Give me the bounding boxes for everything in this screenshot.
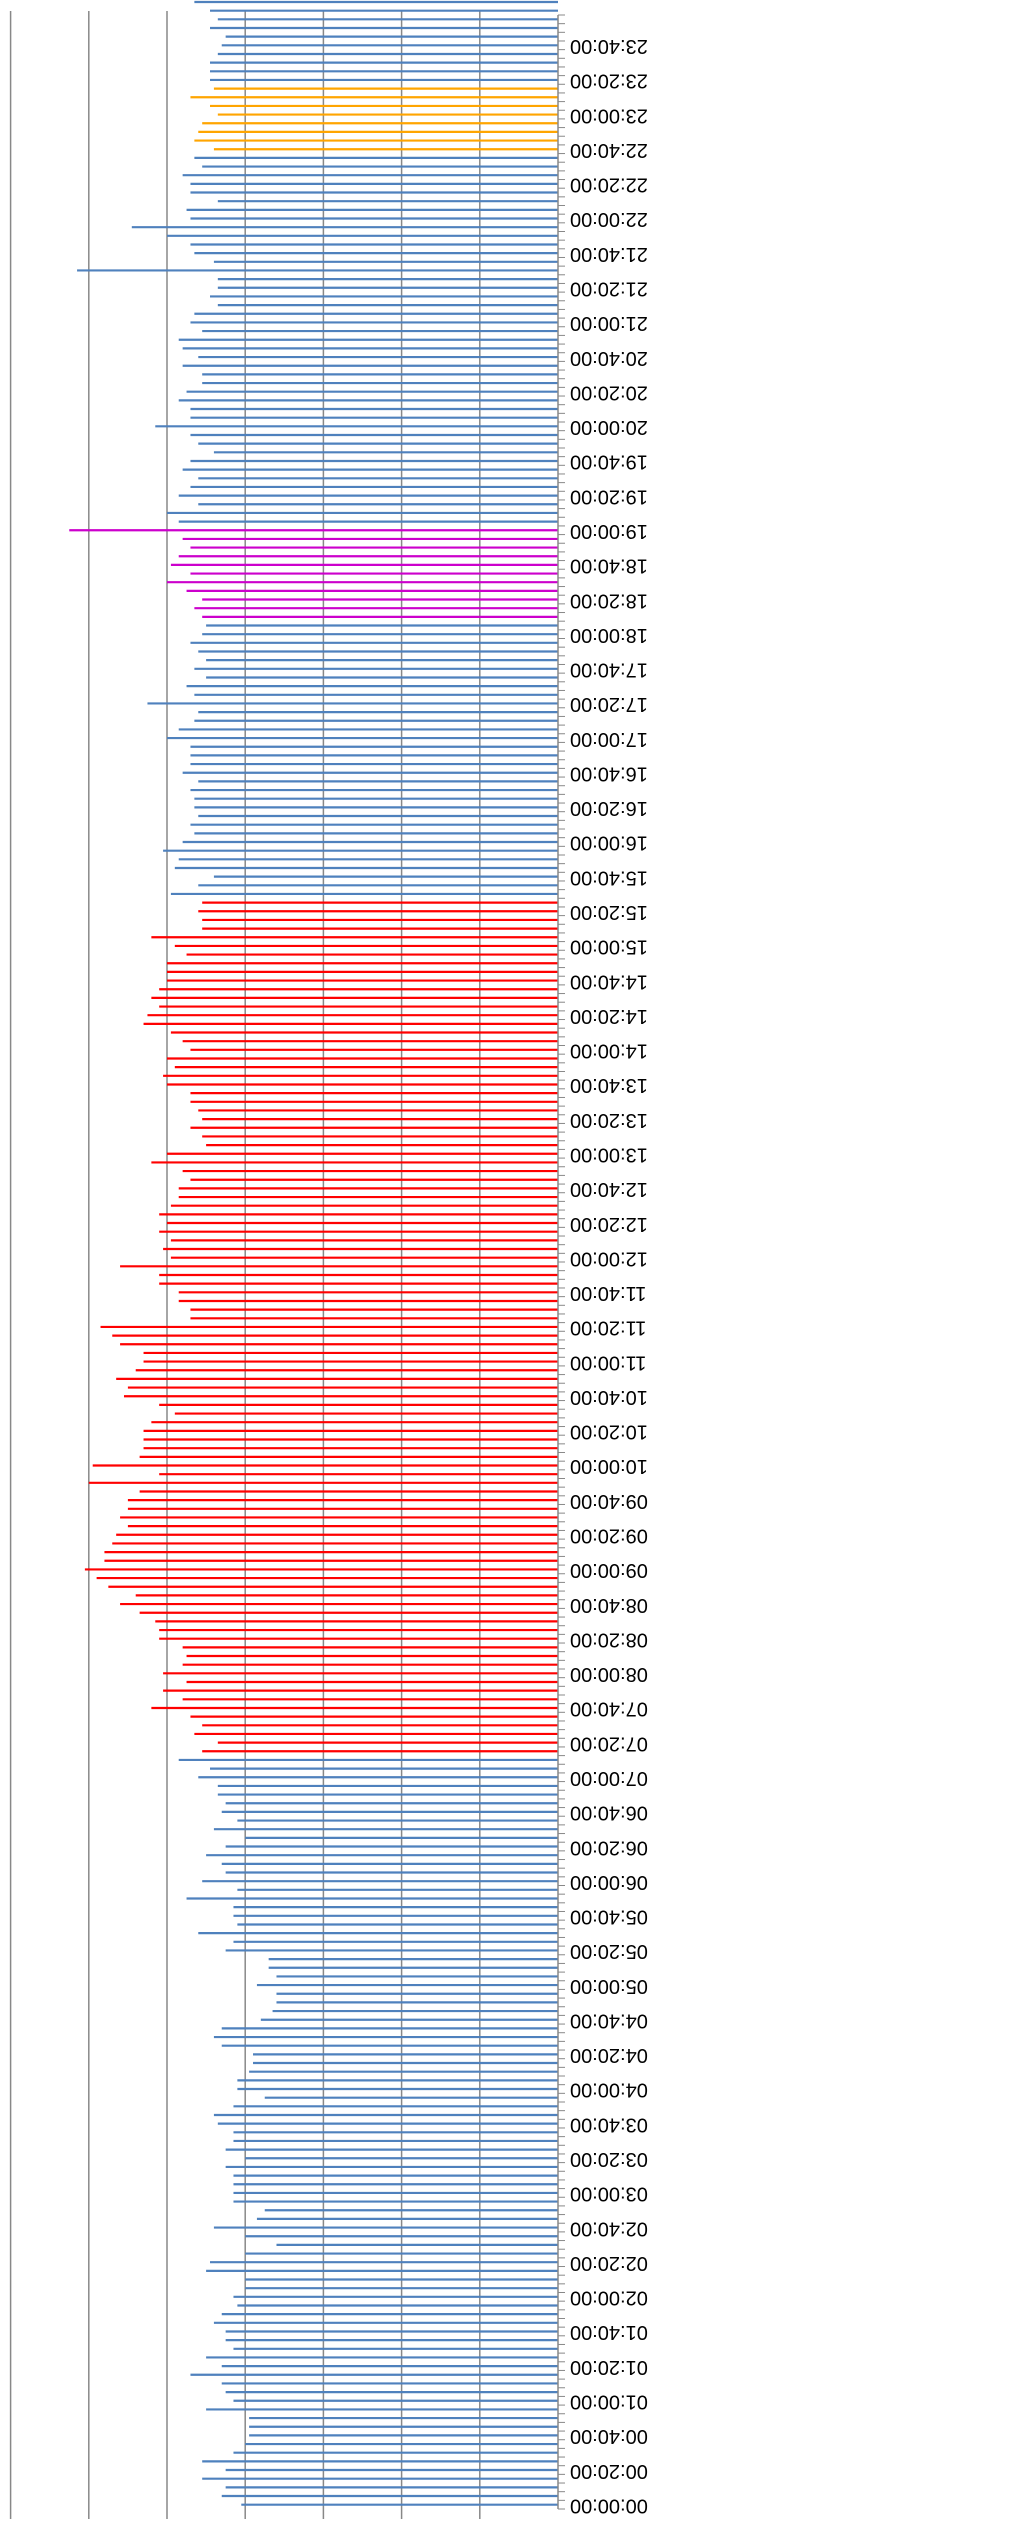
- category-label-19:40:00: 19:40:00: [570, 451, 648, 473]
- category-label-18:00:00: 18:00:00: [570, 624, 648, 646]
- category-label-10:00:00: 10:00:00: [570, 1455, 648, 1477]
- gridlines: [9, 11, 481, 2519]
- category-label-13:00:00: 13:00:00: [570, 1143, 648, 1165]
- category-label-15:20:00: 15:20:00: [570, 901, 648, 923]
- category-label-06:20:00: 06:20:00: [570, 1836, 648, 1858]
- category-label-00:20:00: 00:20:00: [570, 2460, 648, 2482]
- category-label-06:40:00: 06:40:00: [570, 1802, 648, 1824]
- category-axis: [557, 14, 565, 2510]
- category-label-20:00:00: 20:00:00: [570, 416, 648, 438]
- category-label-10:20:00: 10:20:00: [570, 1421, 648, 1443]
- category-label-15:40:00: 15:40:00: [570, 866, 648, 888]
- category-label-13:20:00: 13:20:00: [570, 1109, 648, 1131]
- bars: [69, 0, 558, 2506]
- category-label-09:20:00: 09:20:00: [570, 1525, 648, 1547]
- category-label-05:40:00: 05:40:00: [570, 1906, 648, 1928]
- category-label-04:00:00: 04:00:00: [570, 2079, 648, 2101]
- category-label-04:20:00: 04:20:00: [570, 2044, 648, 2066]
- category-label-11:40:00: 11:40:00: [570, 1282, 646, 1304]
- category-label-21:00:00: 21:00:00: [570, 312, 648, 334]
- category-label-02:20:00: 02:20:00: [570, 2252, 648, 2274]
- category-label-22:20:00: 22:20:00: [570, 174, 648, 196]
- category-label-20:20:00: 20:20:00: [570, 381, 648, 403]
- category-label-14:40:00: 14:40:00: [570, 970, 648, 992]
- category-label-09:00:00: 09:00:00: [570, 1559, 648, 1581]
- category-label-01:00:00: 01:00:00: [570, 2390, 648, 2412]
- category-label-12:40:00: 12:40:00: [570, 1178, 648, 1200]
- category-label-05:00:00: 05:00:00: [570, 1975, 648, 1997]
- category-label-23:40:00: 23:40:00: [570, 35, 648, 57]
- category-label-04:40:00: 04:40:00: [570, 2009, 648, 2031]
- category-label-21:40:00: 21:40:00: [570, 243, 648, 265]
- category-label-17:40:00: 17:40:00: [570, 659, 648, 681]
- category-label-05:20:00: 05:20:00: [570, 1940, 648, 1962]
- category-label-02:40:00: 02:40:00: [570, 2217, 648, 2239]
- category-label-16:20:00: 16:20:00: [570, 797, 648, 819]
- category-label-03:00:00: 03:00:00: [570, 2183, 648, 2205]
- category-label-07:40:00: 07:40:00: [570, 1698, 648, 1720]
- category-label-11:00:00: 11:00:00: [570, 1351, 646, 1373]
- category-label-00:40:00: 00:40:00: [570, 2425, 648, 2447]
- category-label-13:40:00: 13:40:00: [570, 1074, 648, 1096]
- category-label-06:00:00: 06:00:00: [570, 1871, 648, 1893]
- category-label-03:40:00: 03:40:00: [570, 2113, 648, 2135]
- category-label-08:40:00: 08:40:00: [570, 1594, 648, 1616]
- category-label-01:20:00: 01:20:00: [570, 2356, 648, 2378]
- category-label-14:20:00: 14:20:00: [570, 1005, 648, 1027]
- category-label-00:00:00: 00:00:00: [570, 2494, 648, 2516]
- category-tick-labels: 00:00:00 00:20:00 00:40:00 01:00:00 01:20:00…: [570, 35, 648, 2516]
- category-label-02:00:00: 02:00:00: [570, 2287, 648, 2309]
- category-label-22:40:00: 22:40:00: [570, 139, 648, 161]
- category-label-07:20:00: 07:20:00: [570, 1732, 648, 1754]
- category-label-03:20:00: 03:20:00: [570, 2148, 648, 2170]
- category-label-17:20:00: 17:20:00: [570, 693, 648, 715]
- category-label-07:00:00: 07:00:00: [570, 1767, 648, 1789]
- category-label-08:00:00: 08:00:00: [570, 1663, 648, 1685]
- category-label-17:00:00: 17:00:00: [570, 728, 648, 750]
- category-label-18:40:00: 18:40:00: [570, 555, 648, 577]
- category-label-12:20:00: 12:20:00: [570, 1213, 648, 1235]
- category-label-21:20:00: 21:20:00: [570, 278, 648, 300]
- category-label-10:40:00: 10:40:00: [570, 1386, 648, 1408]
- category-label-11:20:00: 11:20:00: [570, 1317, 646, 1339]
- category-label-23:20:00: 23:20:00: [570, 70, 648, 92]
- category-label-20:40:00: 20:40:00: [570, 347, 648, 369]
- category-label-15:00:00: 15:00:00: [570, 936, 648, 958]
- category-label-19:00:00: 19:00:00: [570, 520, 648, 542]
- category-label-16:00:00: 16:00:00: [570, 832, 648, 854]
- category-label-19:20:00: 19:20:00: [570, 485, 648, 507]
- category-label-01:40:00: 01:40:00: [570, 2321, 648, 2343]
- category-label-12:00:00: 12:00:00: [570, 1247, 648, 1269]
- category-label-16:40:00: 16:40:00: [570, 762, 648, 784]
- category-label-14:00:00: 14:00:00: [570, 1040, 648, 1062]
- category-label-23:00:00: 23:00:00: [570, 104, 648, 126]
- category-label-18:20:00: 18:20:00: [570, 589, 648, 611]
- category-label-09:40:00: 09:40:00: [570, 1490, 648, 1512]
- category-label-08:20:00: 08:20:00: [570, 1628, 648, 1650]
- category-label-22:00:00: 22:00:00: [570, 208, 648, 230]
